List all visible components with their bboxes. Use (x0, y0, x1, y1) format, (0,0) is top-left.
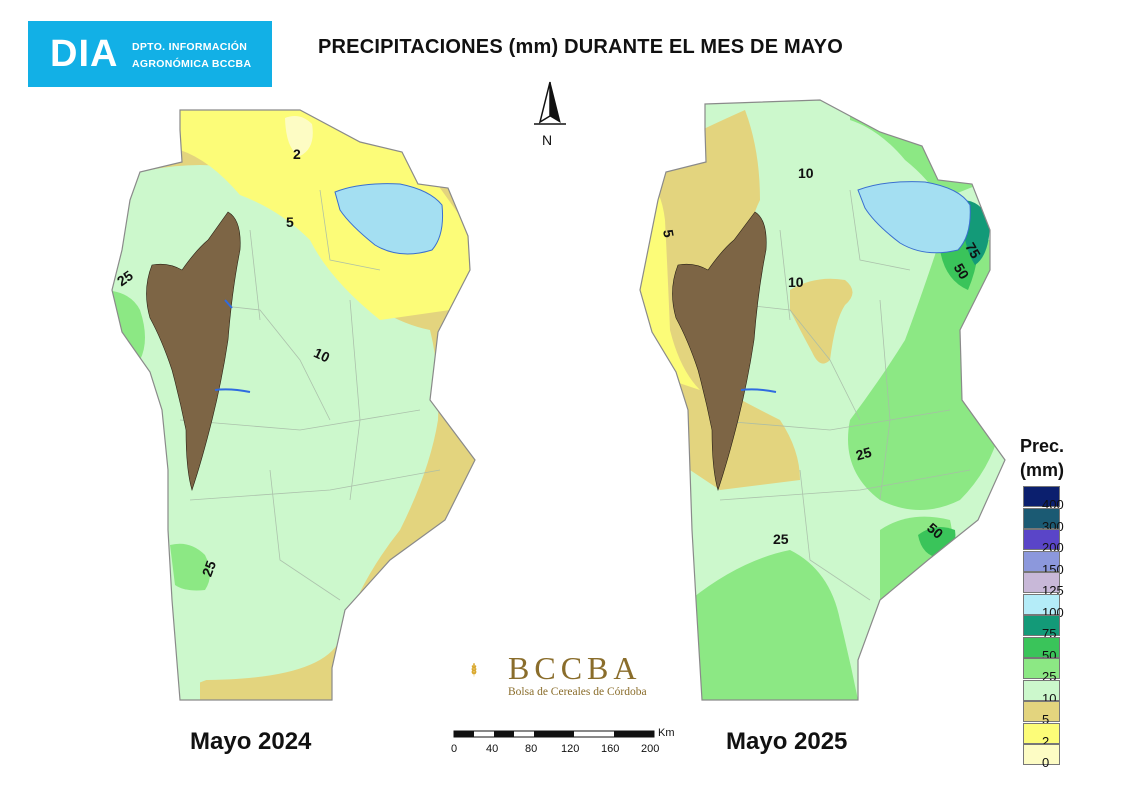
map-2024-label: Mayo 2024 (190, 728, 312, 755)
legend-swatch (1023, 593, 1060, 615)
logo-main-text: DIA (50, 33, 119, 75)
legend-title: Prec. (mm) (1020, 434, 1064, 482)
legend-label: 0 (1042, 755, 1050, 770)
brand-subtitle: Bolsa de Cereales de Córdoba (508, 686, 647, 698)
scale-tick: 200 (641, 743, 659, 755)
contour-label: 75 (962, 240, 984, 262)
contour-label: 2 (293, 146, 301, 162)
north-arrow-icon (534, 81, 566, 125)
wheat-icon (471, 663, 477, 677)
contour-label: 25 (199, 558, 219, 578)
legend-swatch (1023, 744, 1060, 765)
legend-swatch (1023, 722, 1060, 744)
contour-label: 25 (114, 267, 136, 289)
legend-title-line2: (mm) (1020, 460, 1064, 480)
page-title: PRECIPITACIONES (mm) DURANTE EL MES DE M… (318, 36, 843, 58)
contour-label: 10 (788, 274, 804, 290)
legend-swatch (1023, 550, 1060, 572)
contour-label: 10 (798, 165, 814, 181)
legend-swatch (1023, 486, 1060, 507)
scale-tick: 120 (561, 743, 579, 755)
contour-label: 5 (660, 228, 677, 239)
contour-label: 50 (924, 519, 946, 541)
contour-label: 10 (311, 344, 332, 365)
north-label: N (542, 132, 553, 148)
scale-tick: 160 (601, 743, 619, 755)
contour-label: 25 (854, 444, 873, 464)
brand-name: BCCBA (508, 650, 642, 686)
legend-swatch (1023, 701, 1060, 722)
logo-subtitle: DPTO. INFORMACIÓN AGRONÓMICA BCCBA (132, 39, 251, 73)
contour-label: 50 (951, 260, 973, 282)
legend-swatch (1023, 507, 1060, 529)
legend-swatch (1023, 658, 1060, 679)
contour-label: 5 (286, 214, 294, 230)
scale-bar: 0 40 80 120 160 200 Km (451, 727, 675, 755)
legend-swatch (1023, 636, 1060, 658)
legend: Prec. (mm) 400 300 200 150 125 100 75 50 25 10 5 2 0 (1020, 434, 1120, 774)
contour-label: 25 (773, 531, 789, 547)
scale-tick: 40 (486, 743, 498, 755)
scale-unit: Km (658, 727, 675, 739)
legend-label: 2 (1042, 733, 1050, 749)
legend-swatch (1023, 572, 1060, 593)
map-2025-label: Mayo 2025 (726, 728, 848, 755)
legend-swatch (1023, 615, 1060, 636)
scale-tick: 0 (451, 743, 457, 755)
logo-subtitle-line2: AGRONÓMICA BCCBA (132, 58, 252, 70)
legend-label: 5 (1042, 712, 1050, 727)
legend-swatch (1023, 529, 1060, 550)
scale-tick: 80 (525, 743, 537, 755)
legend-title-line1: Prec. (1020, 436, 1065, 456)
logo-subtitle-line1: DPTO. INFORMACIÓN (132, 41, 248, 53)
dia-logo: DIA DPTO. INFORMACIÓN AGRONÓMICA BCCBA (28, 21, 272, 87)
legend-swatch (1023, 679, 1060, 701)
